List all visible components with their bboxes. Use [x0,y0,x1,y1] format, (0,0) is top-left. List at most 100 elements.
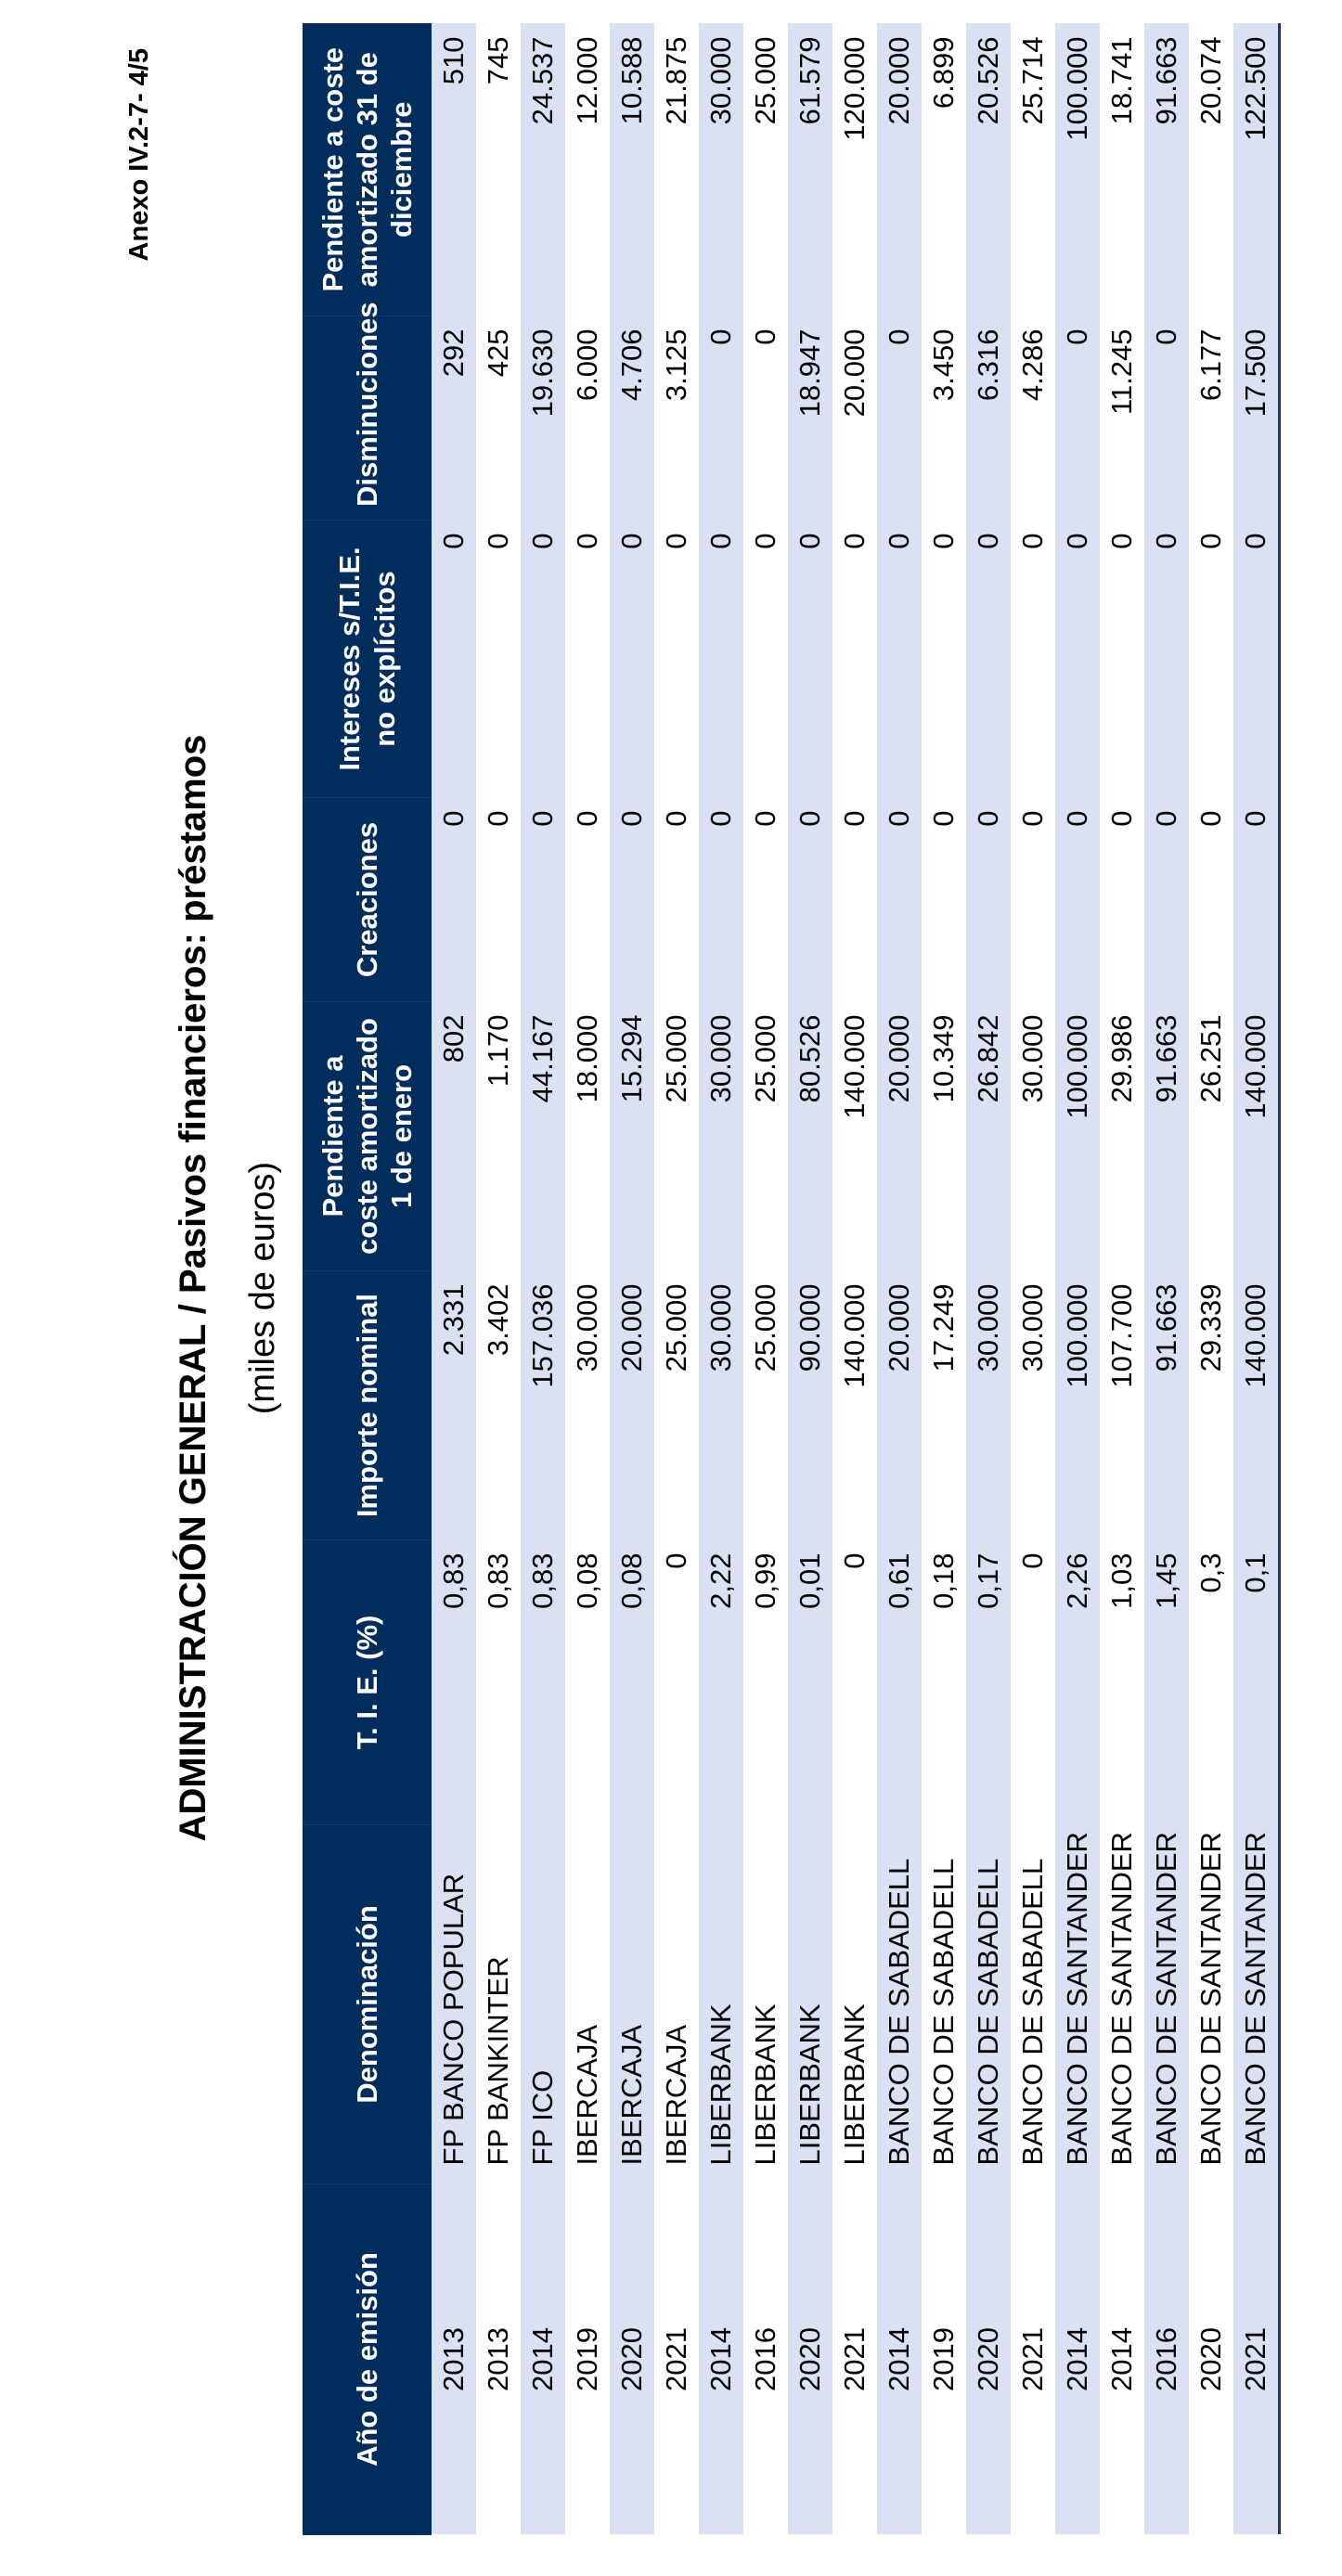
table-cell: 0 [838,1552,871,1569]
table-cell: 2021 [660,2327,692,2391]
table-cell: 19.630 [521,316,565,521]
table-cell: 90.000 [788,1270,832,1540]
table-cell: 2014 [877,2183,922,2535]
table-cell: 30.000 [699,1270,743,1540]
table-cell: BANCO DE SANTANDER [1233,1824,1280,2184]
table-cell: BANCO DE SANTANDER [1194,1832,1227,2166]
table-cell: 25.000 [660,1014,692,1103]
column-header: Intereses s/T.I.E. no explícitos [303,520,432,798]
table-cell: 0 [660,533,692,549]
table-row: 2021 LIBERBANK 0 140.000 140.000 0 0 20.000 120.… [832,24,877,2535]
table-cell: 0,99 [749,1552,781,1609]
table-cell: BANCO DE SABADELL [927,1858,960,2166]
table-cell: 3.125 [660,328,692,402]
table-row: 2019 BANCO DE SABADELL 0,18 17.249 10.349 0 0 3… [922,24,966,2535]
table-cell: 6.316 [966,316,1011,521]
table-cell: 4.706 [610,316,654,521]
table-cell: 0 [877,520,922,798]
table-cell: 2021 [1233,2183,1280,2535]
table-cell: 0 [699,520,743,798]
table-body: 2013 FP BANCO POPULAR 0,83 2.331 802 0 0 292 510… [432,23,1280,2535]
table-cell: LIBERBANK [838,2003,871,2166]
table-cell: 0 [1105,810,1138,827]
table-cell: 0 [660,1552,692,1569]
table-row: 2016 LIBERBANK 0,99 25.000 25.000 0 0 0 25.000 [743,24,788,2535]
table-cell: 80.526 [788,1001,832,1271]
table-cell: 2020 [610,2183,654,2535]
table-cell: 0 [610,797,654,1002]
table-cell: 2019 [927,2327,960,2391]
table-cell: 0 [966,797,1011,1002]
table-row: 2016 BANCO DE SANTANDER 1,45 91.663 91.663 0 0… [1144,23,1189,2535]
title: ADMINISTRACIÓN GENERAL / Pasivos financi… [173,734,213,1842]
table-cell: 0,83 [432,1539,476,1825]
table-cell: BANCO DE SABADELL [1016,1858,1049,2166]
table-cell: 2013 [432,2183,476,2535]
table-row: 2013 FP BANCO POPULAR 0,83 2.331 802 0 0 292 510 [432,23,476,2535]
table-cell: 30.000 [1016,1014,1049,1103]
table-row: 2014 BANCO DE SANTANDER 2,26 100.000 100.000… [1055,23,1100,2535]
table-cell: 0 [699,797,743,1002]
table-cell: 0 [838,810,871,827]
table-cell: 0 [1194,533,1227,549]
table-cell: 802 [432,1001,476,1271]
table-cell: 30.000 [699,1001,743,1271]
table-cell: 2020 [788,2183,832,2535]
table-cell: 20.000 [877,1270,922,1540]
table-cell: 25.000 [749,1283,781,1372]
table-row: 2014 LIBERBANK 2,22 30.000 30.000 0 0 0 30.000 [699,23,743,2535]
table-cell: 0 [432,520,476,798]
column-header: Pendiente a coste amortizado 31 de dicie… [303,23,432,316]
table-row: 2020 BANCO DE SANTANDER 0,3 29.339 26.251 0 0 6… [1189,24,1233,2535]
table-cell: 18.000 [571,1014,603,1103]
table-cell: 2014 [1105,2327,1138,2391]
table-cell: 2019 [571,2327,603,2391]
loans-table: Año de emisión Denominación T. I. E. (%) Im… [303,23,1281,2535]
table-row: 2014 FP ICO 0,83 157.036 44.167 0 0 19.630 24.53… [521,23,565,2535]
table-cell: 12.000 [571,36,603,125]
table-cell: 745 [482,36,514,85]
table-cell: 0,61 [877,1539,922,1825]
table-cell: 100.000 [1055,23,1100,316]
table-cell: 0 [699,316,743,521]
table-cell: 2014 [699,2183,743,2535]
table-cell: LIBERBANK [788,1824,832,2184]
table-cell: IBERCAJA [610,1824,654,2184]
table-cell: 2021 [838,2327,871,2391]
table-cell: 25.000 [749,36,781,125]
table-cell: 30.000 [966,1270,1011,1540]
table-cell: 6.000 [571,328,603,402]
table-cell: LIBERBANK [699,1824,743,2184]
table-cell: 2016 [1144,2183,1189,2535]
table-cell: 18.741 [1105,36,1138,125]
column-header: Denominación [303,1824,432,2184]
table-cell: 2014 [1055,2183,1100,2535]
table-cell: 0 [749,810,781,827]
table-cell: 2016 [749,2327,781,2391]
table-cell: 0 [1055,520,1100,798]
table-cell: 10.349 [927,1014,960,1103]
table-cell: BANCO DE SABADELL [877,1824,922,2184]
table-cell: 100.000 [1055,1270,1100,1540]
table-cell: 1,03 [1105,1552,1138,1609]
table-cell: 11.245 [1105,328,1138,416]
table-cell: 2020 [1194,2327,1227,2391]
table-cell: 17.249 [927,1283,960,1372]
table-cell: 2,22 [699,1539,743,1825]
column-header: Creaciones [303,797,432,1002]
table-cell: 10.588 [610,23,654,316]
column-header: Disminuciones [303,303,432,521]
table-cell: 20.000 [877,23,922,316]
table-cell: 0 [432,797,476,1002]
table-cell: FP BANKINTER [482,1956,514,2166]
table-cell: 2.331 [432,1270,476,1540]
table-cell: 0 [1144,797,1189,1002]
table-cell: 25.000 [660,1283,692,1372]
table-cell: 4.286 [1016,328,1049,402]
table-cell: 0 [838,533,871,549]
table-cell: 0 [521,797,565,1002]
table-cell: 100.000 [1055,1001,1100,1271]
table-cell: 0 [788,520,832,798]
table-cell: 0 [1233,520,1280,798]
table-cell: 0 [1194,810,1227,827]
